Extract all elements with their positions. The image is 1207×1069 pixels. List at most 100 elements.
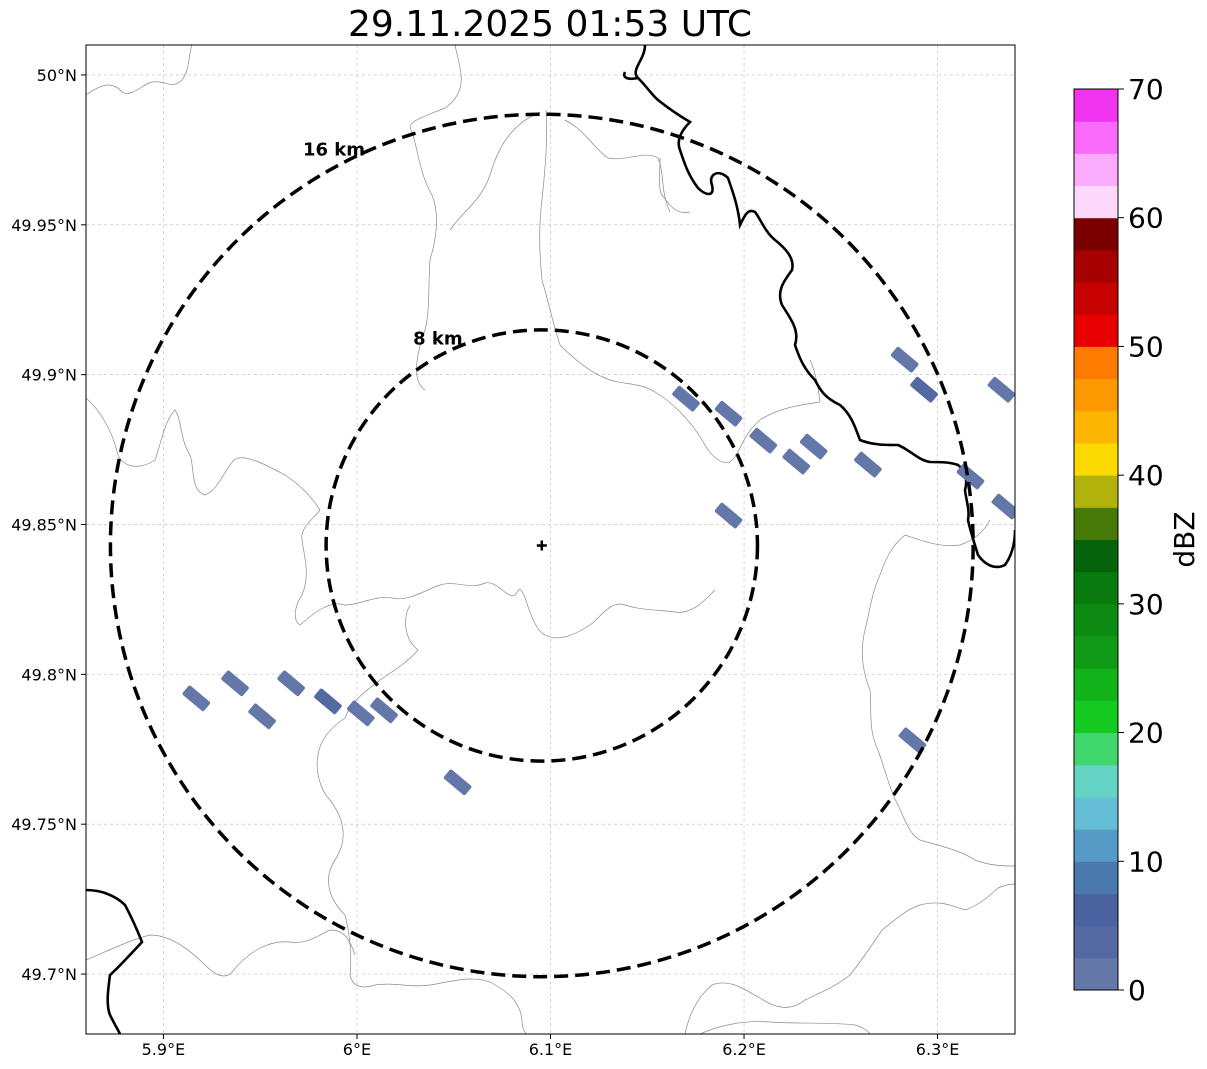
colorbar-tick-label: 20 [1128, 717, 1164, 750]
colorbar-tick-label: 10 [1128, 845, 1164, 878]
boundary-line [861, 534, 1015, 867]
colorbar-tick-label: 30 [1128, 588, 1164, 621]
reflectivity-cell [910, 376, 938, 403]
reflectivity-cell [799, 433, 828, 460]
reflectivity-cell [714, 400, 743, 427]
reflectivity-cell [347, 700, 375, 727]
reflectivity-cell [987, 376, 1015, 403]
border-line-south-west [86, 888, 144, 1034]
reflectivity-cell [714, 502, 743, 529]
lon-tick-label: 6.3°E [916, 1040, 960, 1059]
boundary-line [809, 359, 821, 403]
latitude-ticks: 50°N 49.95°N 49.9°N 49.85°N 49.8°N 49.75°N 49.… [11, 66, 86, 984]
reflectivity-cells [182, 346, 1015, 796]
lon-tick-label: 6.1°E [529, 1040, 573, 1059]
colorbar-tick-label: 40 [1128, 459, 1164, 492]
colorbar-segment [1074, 153, 1118, 187]
colorbar-segment [1074, 764, 1118, 798]
reflectivity-cell [443, 769, 472, 796]
range-ring [108, 112, 975, 979]
reflectivity-cell [182, 685, 211, 712]
reflectivity-cell [277, 670, 305, 697]
colorbar-tick-label: 0 [1128, 974, 1146, 1007]
reflectivity-cell [854, 451, 882, 478]
lat-tick-label: 49.75°N [11, 815, 77, 834]
boundary-line [904, 519, 991, 546]
colorbar-tick-label: 70 [1128, 73, 1164, 106]
lat-tick-label: 49.9°N [21, 366, 77, 385]
reflectivity-cell [898, 727, 927, 754]
colorbar-segment [1074, 282, 1118, 315]
colorbar-segment [1074, 442, 1118, 476]
municipal-boundaries [86, 45, 1015, 1034]
colorbar-label: dBZ [1168, 511, 1201, 567]
colorbar-segment [1074, 217, 1118, 251]
boundary-line [86, 45, 193, 96]
colorbar: 0 10 20 30 40 50 60 70 dBZ [1073, 73, 1201, 1007]
colorbar-segment [1074, 121, 1118, 154]
map-area: 8 km 16 km [86, 45, 1015, 1034]
colorbar-segment [1074, 346, 1118, 380]
colorbar-segment [1074, 507, 1118, 540]
colorbar-segment [1074, 829, 1118, 862]
boundary-line [699, 1021, 871, 1034]
boundary-line [86, 929, 356, 977]
reflectivity-cell [956, 463, 985, 490]
reflectivity-cell [749, 427, 778, 454]
colorbar-segment [1074, 249, 1118, 283]
boundary-line [539, 109, 821, 463]
colorbar-segment [1074, 796, 1118, 830]
range-ring-label: 16 km [303, 140, 365, 161]
colorbar-segment [1074, 668, 1118, 701]
lon-tick-label: 5.9°E [142, 1040, 186, 1059]
colorbar-segment [1074, 861, 1118, 894]
colorbar-segment [1074, 89, 1118, 122]
reflectivity-cell [991, 493, 1015, 520]
lon-tick-label: 6.2°E [722, 1040, 766, 1059]
colorbar-segment [1074, 925, 1118, 959]
boundary-line [659, 157, 691, 213]
colorbar-segment [1074, 314, 1118, 347]
colorbar-segment [1074, 603, 1118, 637]
border-line-north-east [622, 45, 1015, 569]
colorbar-tick-label: 60 [1128, 202, 1164, 235]
lat-tick-label: 49.8°N [21, 665, 77, 684]
reflectivity-cell [248, 703, 276, 730]
lat-tick-label: 49.7°N [21, 965, 77, 984]
lon-tick-label: 6°E [343, 1040, 371, 1059]
reflectivity-cell [314, 688, 342, 715]
reflectivity-cell [890, 346, 919, 373]
reflectivity-cell [782, 448, 811, 475]
boundary-line [410, 45, 462, 391]
colorbar-segment [1074, 732, 1118, 766]
colorbar-segment [1074, 957, 1118, 991]
map-title: 29.11.2025 01:53 UTC [347, 4, 753, 45]
reflectivity-cell [370, 697, 398, 724]
boundary-line [684, 883, 1015, 1034]
colorbar-segment [1074, 378, 1118, 412]
reflectivity-cell [221, 670, 249, 697]
radar-site-marker [536, 540, 547, 551]
range-ring-label: 8 km [413, 329, 463, 350]
colorbar-segment [1074, 185, 1118, 219]
colorbar-segment [1074, 700, 1118, 734]
colorbar-segment [1074, 410, 1118, 444]
boundary-line [564, 119, 671, 213]
colorbar-segment [1074, 539, 1118, 573]
colorbar-frame [1073, 88, 1119, 991]
lat-tick-label: 49.95°N [11, 216, 77, 235]
colorbar-segment [1074, 636, 1118, 669]
lat-tick-label: 50°N [37, 66, 77, 85]
range-ring [324, 328, 760, 763]
gridlines [86, 45, 1015, 1034]
colorbar-segment [1074, 571, 1118, 605]
lat-tick-label: 49.85°N [11, 516, 77, 535]
boundary-line [449, 111, 541, 231]
colorbar-tick-label: 50 [1128, 330, 1164, 363]
national-borders [86, 45, 1015, 1034]
range-rings: 8 km 16 km [108, 112, 975, 979]
colorbar-segment [1074, 475, 1118, 508]
colorbar-segment [1074, 893, 1118, 927]
longitude-ticks: 5.9°E 6°E 6.1°E 6.2°E 6.3°E [142, 1034, 960, 1059]
